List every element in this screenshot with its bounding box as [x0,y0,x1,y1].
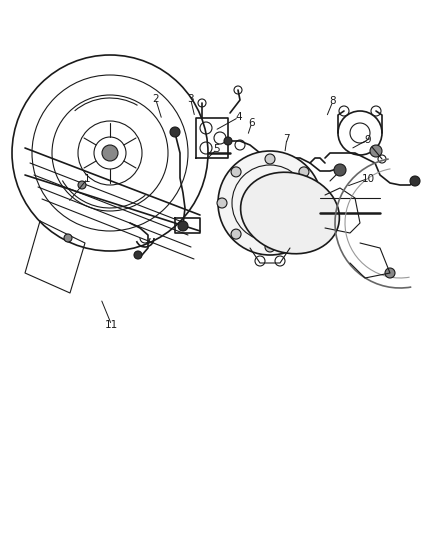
Text: 1: 1 [84,174,91,183]
Circle shape [370,145,382,157]
Circle shape [410,176,420,186]
Circle shape [231,167,241,177]
Text: 2: 2 [152,94,159,103]
Circle shape [334,164,346,176]
Text: 10: 10 [361,174,374,183]
Circle shape [64,234,72,242]
Text: 5: 5 [213,144,220,154]
Text: 3: 3 [187,94,194,103]
Text: 4: 4 [235,112,242,122]
Text: 8: 8 [329,96,336,106]
Text: 6: 6 [248,118,255,127]
Circle shape [265,242,275,252]
Circle shape [231,229,241,239]
Ellipse shape [240,172,339,254]
Circle shape [299,229,309,239]
Circle shape [313,198,323,208]
Circle shape [78,181,86,189]
Circle shape [178,221,188,231]
Circle shape [134,251,142,259]
Circle shape [385,268,395,278]
Text: 7: 7 [283,134,290,143]
Circle shape [218,151,322,255]
Circle shape [224,137,232,145]
Circle shape [265,154,275,164]
Text: 11: 11 [105,320,118,330]
Text: 9: 9 [364,135,371,144]
Circle shape [299,167,309,177]
Circle shape [170,127,180,137]
Circle shape [217,198,227,208]
Circle shape [102,145,118,161]
